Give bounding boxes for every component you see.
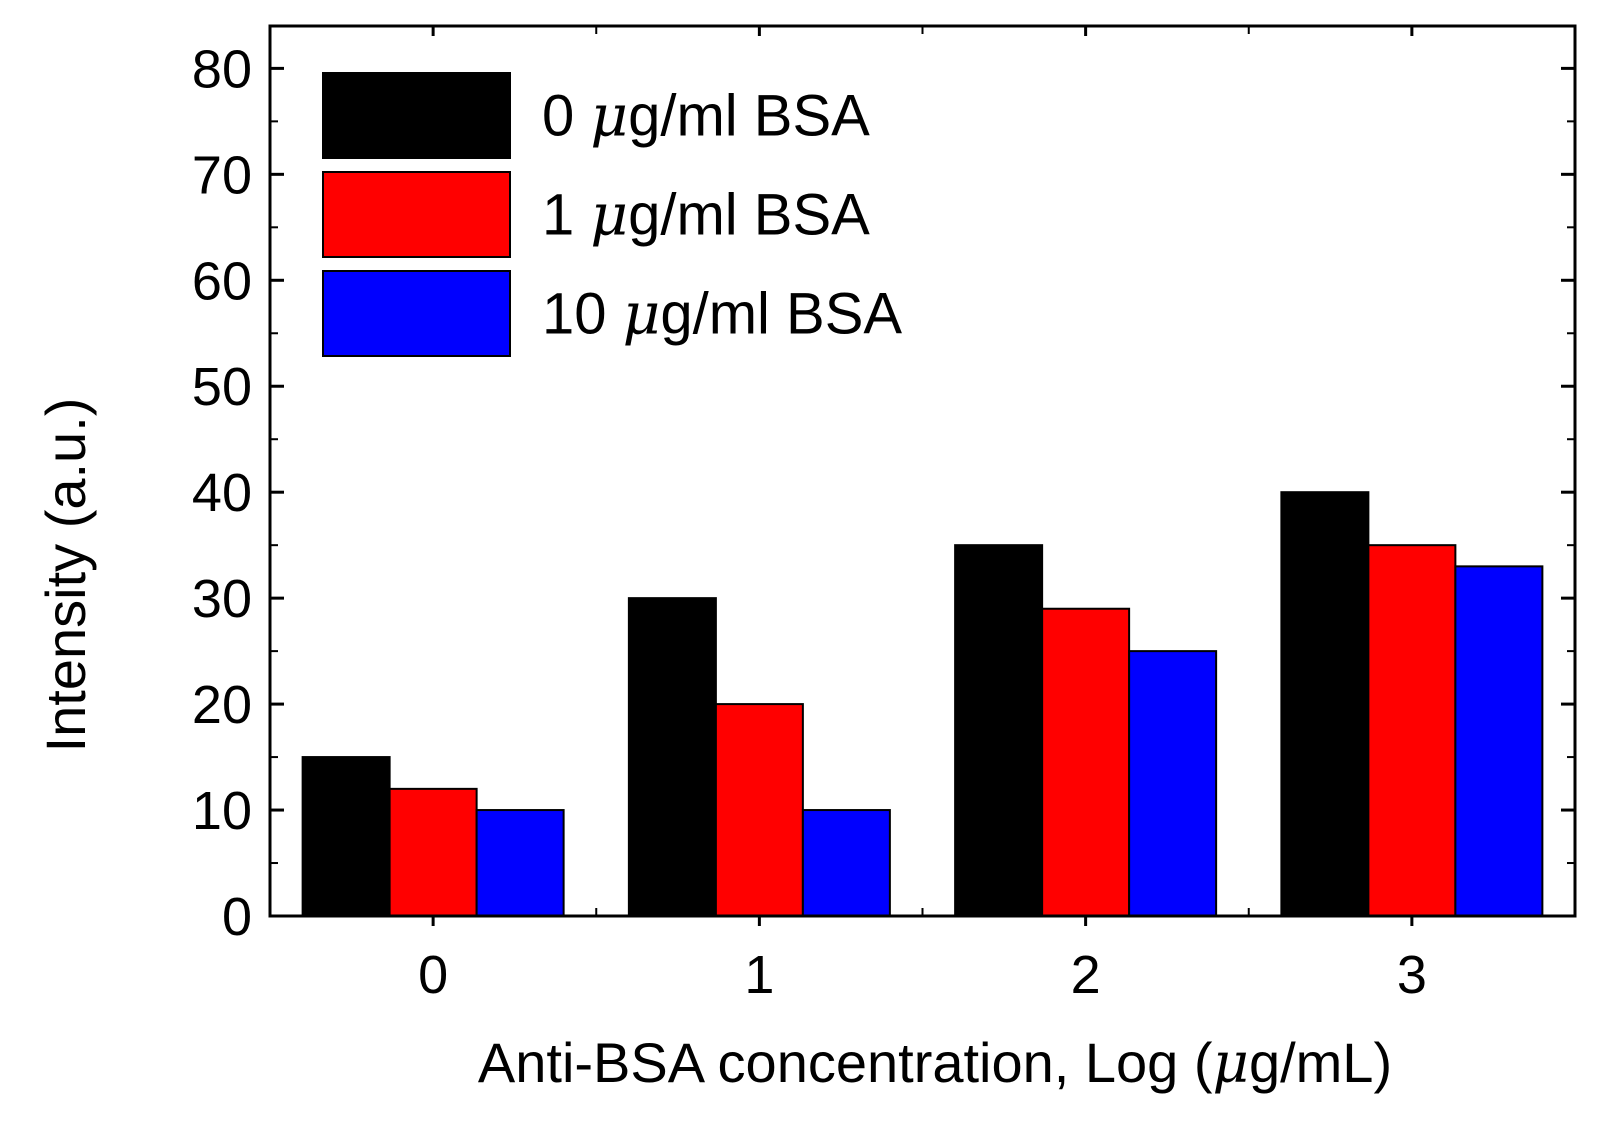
legend-swatch-2	[322, 270, 511, 357]
x-axis-title-main: Anti-BSA concentration, Log (	[478, 1031, 1213, 1094]
y-axis-title: Intensity (a.u.)	[34, 398, 97, 753]
x-axis-title-tail: g/mL)	[1249, 1031, 1392, 1094]
x-tick-label: 0	[418, 945, 448, 1005]
x-axis-title: Anti-BSA concentration, Log (μg/mL)	[478, 1031, 1392, 1096]
bar-series2-cat0	[475, 809, 565, 917]
legend-label-mu: μ	[590, 181, 628, 249]
y-tick-label: 80	[192, 39, 252, 99]
legend-label-mu: μ	[623, 280, 661, 348]
y-tick-label: 70	[192, 145, 252, 205]
legend-label-1: 1 μg/ml BSA	[542, 181, 870, 249]
bar-series2-cat1	[801, 809, 891, 917]
y-tick-label: 60	[192, 251, 252, 311]
x-tick-label: 2	[1071, 945, 1101, 1005]
bars-layer	[301, 491, 1544, 918]
y-tick-label: 10	[192, 781, 252, 841]
legend-label-rest: g/ml BSA	[628, 183, 870, 248]
legend-label-rest: g/ml BSA	[660, 282, 902, 347]
bar-series1-cat1	[714, 703, 804, 917]
y-tick-label: 0	[222, 887, 252, 947]
legend-label-mu: μ	[590, 82, 628, 150]
bar-series1-cat0	[388, 787, 478, 917]
bar-series0-cat1	[627, 597, 717, 918]
bar-series0-cat0	[301, 756, 391, 917]
legend-label-0: 0 μg/ml BSA	[542, 82, 870, 150]
legend-label-num: 10	[542, 282, 623, 347]
legend-label-rest: g/ml BSA	[628, 84, 870, 149]
y-tick-label: 50	[192, 357, 252, 417]
bar-series2-cat3	[1454, 565, 1544, 917]
legend-label-num: 0	[542, 84, 590, 149]
legend-label-num: 1	[542, 183, 590, 248]
bar-series1-cat2	[1041, 607, 1131, 917]
legend-swatch-0	[322, 72, 511, 159]
bar-series0-cat2	[954, 544, 1044, 918]
legend-swatch-1	[322, 171, 511, 258]
x-tick-label: 3	[1397, 945, 1427, 1005]
x-tick-label: 1	[744, 945, 774, 1005]
y-tick-label: 30	[192, 569, 252, 629]
bar-series2-cat2	[1128, 650, 1218, 917]
legend-label-2: 10 μg/ml BSA	[542, 280, 902, 348]
x-axis-title-mu: μ	[1213, 1031, 1249, 1096]
y-tick-label: 20	[192, 675, 252, 735]
plot-frame	[268, 24, 1577, 918]
bar-series1-cat3	[1367, 544, 1457, 918]
y-tick-label: 40	[192, 463, 252, 523]
bar-series0-cat3	[1280, 491, 1370, 917]
